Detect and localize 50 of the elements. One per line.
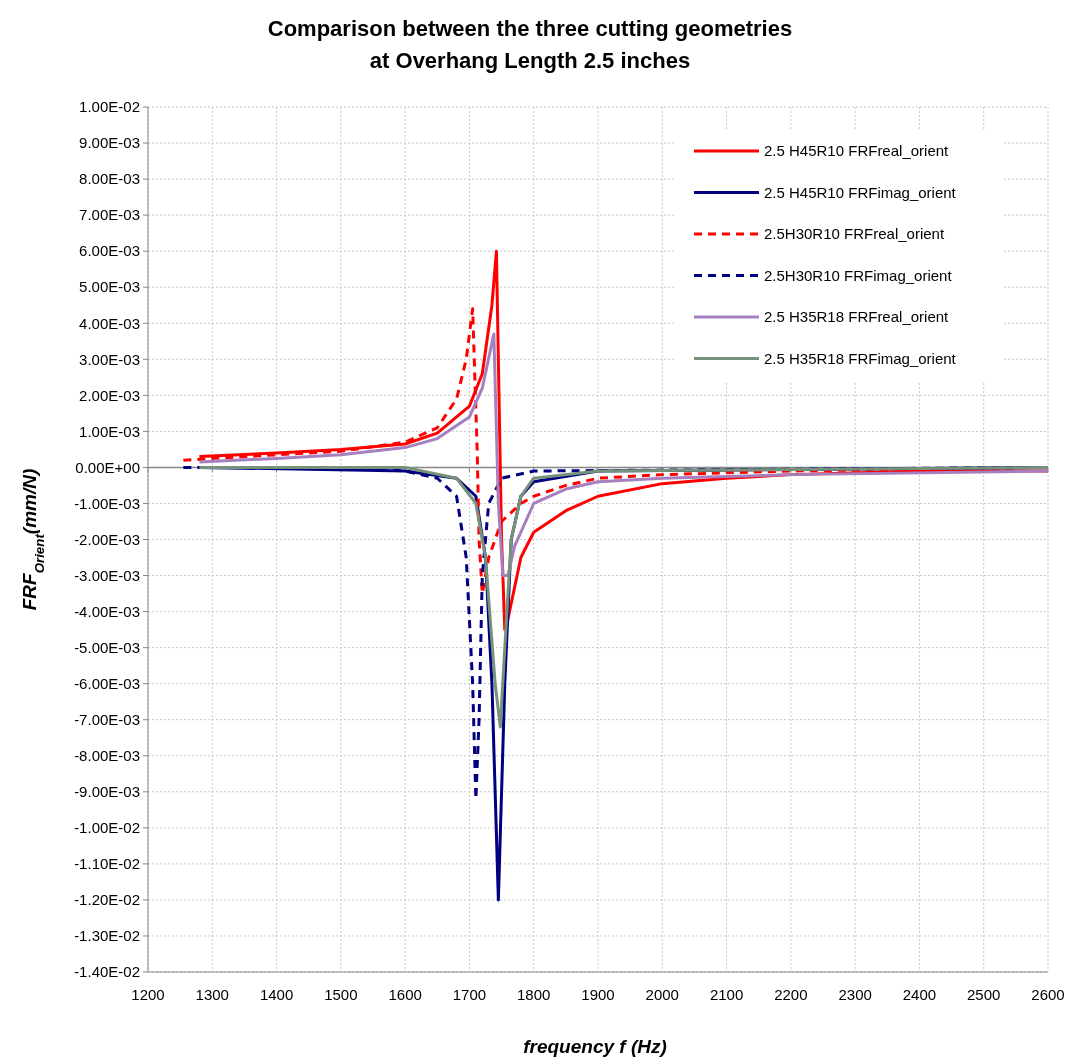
line-series (197, 332, 1050, 578)
y-tick-label: -1.00E-03 (74, 494, 140, 512)
x-tick-label: 1500 (324, 986, 358, 1003)
x-tick-label: 1300 (195, 986, 229, 1003)
y-tick-label: -4.00E-03 (74, 602, 140, 620)
y-tick-label: 7.00E-03 (79, 206, 140, 224)
chart-title: Comparison between the three cutting geometries at Overhang Length 2.5 inches (267, 16, 793, 73)
x-tick-label: 2000 (645, 986, 679, 1003)
y-tick-label: -1.40E-02 (74, 963, 140, 981)
y-tick-label: -3.00E-03 (74, 566, 140, 584)
y-tick-label: 4.00E-03 (79, 314, 140, 332)
x-axis-title: frequency f (Hz) (523, 1036, 667, 1057)
y-tick-label: -2.00E-03 (74, 530, 140, 548)
legend-label: 2.5 H45R10 FRFreal_orient (764, 142, 950, 160)
y-tick-label: 9.00E-03 (79, 134, 140, 152)
legend-label: 2.5H30R10 FRFimag_orient (764, 266, 953, 284)
y-tick-label: 0.00E+00 (75, 458, 140, 476)
y-tick-label: 8.00E-03 (79, 170, 140, 188)
y-tick-label: -5.00E-03 (74, 638, 140, 656)
x-tick-label: 2400 (902, 986, 937, 1003)
x-tick-label: 2100 (709, 986, 744, 1003)
x-tick-label: 1700 (452, 986, 487, 1003)
x-tick-label: 1900 (581, 986, 615, 1003)
y-tick-label: 3.00E-03 (79, 350, 140, 368)
x-tick-label: 1600 (388, 986, 422, 1003)
y-tick-label: -1.30E-02 (74, 927, 140, 945)
x-tick-label: 1800 (517, 986, 551, 1003)
y-tick-label: -8.00E-03 (74, 747, 140, 764)
legend-label: 2.5 H35R18 FRFreal_orient (764, 308, 950, 326)
line-series (197, 465, 1050, 729)
legend-label: 2.5 H35R18 FRFimag_orient (764, 349, 957, 367)
x-tick-label: 2300 (838, 986, 872, 1003)
y-tick-label: -9.00E-03 (74, 783, 140, 801)
legend-label: 2.5 H45R10 FRFimag_orient (764, 183, 957, 201)
y-tick-label: 1.00E-02 (79, 98, 140, 116)
x-tick-label: 1400 (259, 986, 294, 1003)
y-tick-label: 1.00E-03 (79, 422, 140, 440)
y-tick-label: -7.00E-03 (74, 710, 140, 728)
y-tick-label: 6.00E-03 (79, 242, 140, 260)
x-tick-label: 2200 (774, 986, 808, 1003)
x-tick-label: 2500 (967, 986, 1001, 1003)
y-tick-label: -6.00E-03 (74, 674, 140, 692)
legend-label: 2.5H30R10 FRFreal_orient (764, 225, 945, 243)
y-tick-label: -1.20E-02 (74, 891, 140, 909)
x-tick-label: 1200 (131, 986, 165, 1003)
y-tick-label: 5.00E-03 (79, 278, 140, 296)
y-tick-label: -1.10E-02 (74, 855, 140, 873)
y-tick-label: -1.00E-02 (74, 819, 140, 837)
x-tick-label: 2600 (1031, 986, 1065, 1003)
y-tick-label: 2.00E-03 (79, 386, 140, 404)
